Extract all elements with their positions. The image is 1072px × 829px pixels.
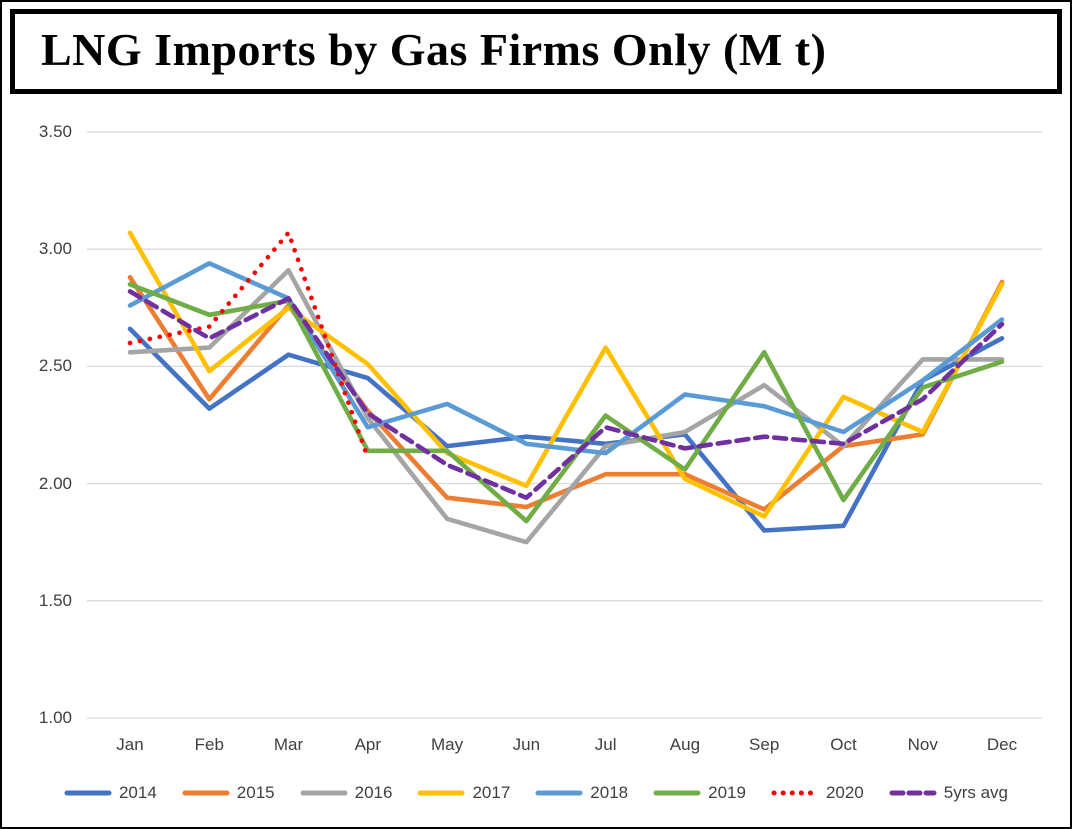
x-axis-label: Nov — [907, 735, 938, 754]
legend-item-2019: 2019 — [653, 783, 746, 803]
legend-swatch-2016 — [300, 790, 348, 796]
series-line-2016 — [127, 267, 1005, 545]
legend-item-2018: 2018 — [535, 783, 628, 803]
chart-legend: 2014 2015 2016 2017 2018 2019 2020 5yrs avg — [2, 783, 1070, 803]
x-axis-label: Jun — [512, 735, 541, 754]
y-axis-tick-label: 3.00 — [38, 239, 72, 259]
x-axis-label: Oct — [830, 735, 857, 754]
legend-item-2015: 2015 — [182, 783, 275, 803]
chart-title: LNG Imports by Gas Firms Only (M t) — [41, 24, 827, 75]
x-axis-label: Apr — [354, 735, 382, 754]
x-axis-label: Sep — [749, 735, 780, 754]
legend-label: 2017 — [472, 783, 511, 802]
series-line-2018 — [127, 260, 1005, 456]
legend-item-2014: 2014 — [64, 783, 157, 803]
x-axis-label: Dec — [986, 735, 1018, 754]
x-axis-label: Feb — [194, 735, 224, 754]
y-axis-tick-label: 1.50 — [38, 590, 72, 610]
y-axis-tick-label: 2.00 — [38, 473, 72, 493]
x-axis-label: May — [431, 735, 464, 754]
x-axis-label: Jul — [594, 735, 617, 754]
legend-swatch-5yrs-avg — [889, 790, 937, 796]
legend-item-5yrs-avg: 5yrs avg — [889, 783, 1008, 803]
series-line-2014 — [127, 326, 1005, 533]
legend-item-2020: 2020 — [771, 783, 864, 803]
legend-label: 2020 — [825, 783, 864, 802]
legend-swatch-2015 — [182, 790, 230, 796]
series-line-2019 — [127, 282, 1005, 524]
y-axis-tick-label: 1.00 — [38, 708, 72, 727]
chart-title-box: LNG Imports by Gas Firms Only (M t) — [10, 9, 1062, 94]
y-axis-tick-label: 3.50 — [38, 122, 72, 141]
x-axis-label: Aug — [669, 735, 701, 754]
x-axis-label: Jan — [116, 735, 144, 754]
legend-label: 2019 — [708, 783, 746, 802]
legend-label: 2015 — [236, 783, 275, 802]
series-line-5yrs-avg — [127, 289, 1005, 501]
legend-item-2016: 2016 — [300, 783, 393, 803]
legend-swatch-2019 — [653, 790, 701, 796]
series-line-2020 — [127, 230, 371, 461]
x-axis-label: Mar — [273, 735, 304, 754]
legend-swatch-2018 — [535, 790, 583, 796]
legend-label: 5yrs avg — [943, 783, 1009, 802]
legend-label: 2018 — [590, 783, 629, 802]
series-line-2017 — [127, 230, 1005, 519]
legend-item-2017: 2017 — [417, 783, 510, 803]
legend-swatch-2017 — [417, 790, 465, 796]
legend-label: 2014 — [118, 783, 157, 802]
y-axis-tick-label: 2.50 — [38, 356, 72, 376]
legend-swatch-2020 — [771, 790, 819, 796]
legend-swatch-2014 — [64, 790, 112, 796]
legend-label: 2016 — [354, 783, 393, 802]
